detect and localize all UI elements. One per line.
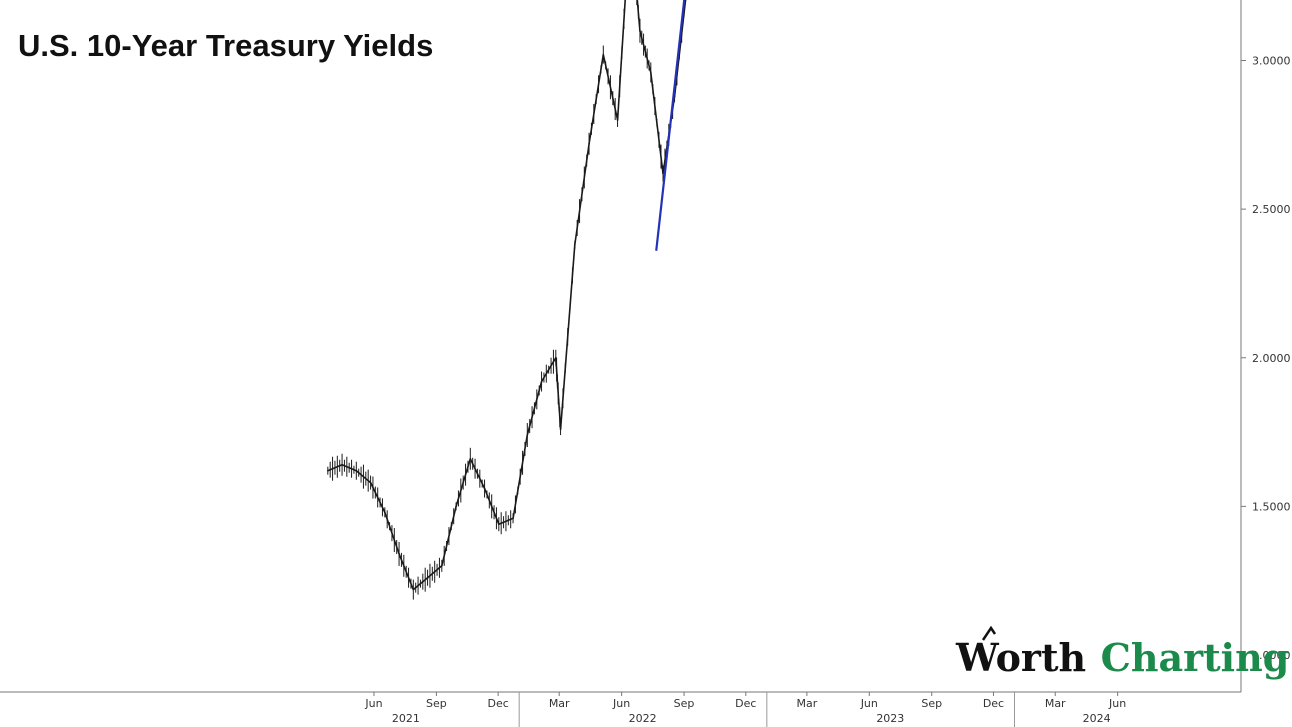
yield-point [574, 243, 576, 246]
yield-point [540, 380, 543, 383]
yield-point [498, 523, 500, 526]
yield-point [650, 71, 652, 74]
chart-title: U.S. 10-Year Treasury Yields [18, 28, 433, 63]
x-tick-label: Mar [1045, 697, 1066, 710]
logo-swoosh-icon [981, 625, 997, 641]
logo-text-charting: Charting [1101, 635, 1290, 680]
y-tick-label: 2.5000 [1252, 203, 1291, 216]
x-tick-label: Sep [674, 697, 695, 710]
x-tick-label: Dec [487, 697, 508, 710]
x-tick-label: Dec [735, 697, 756, 710]
x-tick-label: Jun [860, 697, 878, 710]
yield-point [559, 428, 562, 430]
yield-point [398, 553, 400, 555]
yield-point [526, 434, 529, 436]
x-year-label: 2022 [629, 712, 657, 725]
x-tick-label: Jun [612, 697, 630, 710]
yield-point [355, 469, 358, 472]
yield-point [639, 29, 641, 32]
yield-point [455, 505, 457, 508]
yield-point [412, 588, 415, 591]
yield-point [384, 511, 386, 514]
x-year-label: 2021 [392, 712, 420, 725]
x-tick-label: Sep [426, 697, 447, 710]
x-tick-label: Jun [1108, 697, 1126, 710]
x-year-label: 2023 [876, 712, 904, 725]
yield-point [602, 53, 605, 56]
logo: Worth Charting [955, 625, 1289, 680]
yield-point [512, 517, 514, 520]
yield-point [426, 576, 429, 579]
yield-point [616, 119, 619, 121]
svg-text:Worth Charting: Worth Charting [955, 635, 1289, 680]
trendline [655, 0, 686, 251]
x-tick-label: Mar [796, 697, 817, 710]
yield-point [555, 356, 557, 359]
yield-series-line [327, 0, 687, 591]
x-tick-label: Mar [549, 697, 570, 710]
yield-point [369, 481, 372, 484]
x-tick-label: Jun [364, 697, 382, 710]
y-tick-label: 3.0000 [1252, 55, 1291, 68]
logo-text-worth: Worth [955, 635, 1086, 680]
yield-point [341, 463, 343, 466]
x-tick-label: Dec [983, 697, 1004, 710]
yield-point [483, 487, 486, 490]
yield-point [327, 469, 329, 472]
plot-area [327, 0, 687, 600]
yield-point [441, 565, 443, 567]
yield-point [662, 172, 664, 175]
x-tick-label: Sep [921, 697, 942, 710]
yield-point [588, 142, 590, 145]
yield-point [469, 458, 472, 460]
y-tick-label: 1.0000 [1252, 649, 1291, 662]
y-tick-label: 2.0000 [1252, 352, 1291, 365]
x-year-label: 2024 [1083, 712, 1111, 725]
y-tick-label: 1.5000 [1252, 500, 1291, 513]
